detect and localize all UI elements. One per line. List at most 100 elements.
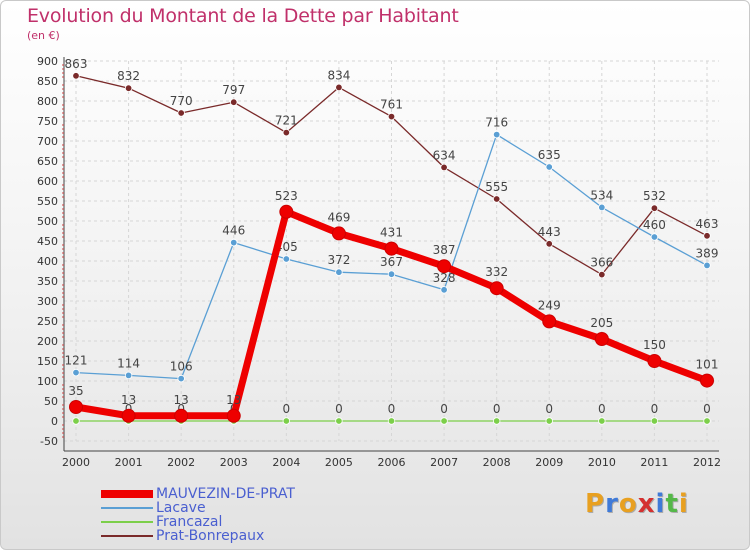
y-tick-label: 0 xyxy=(51,415,58,428)
logo-letter: r xyxy=(605,489,619,519)
y-tick-label: 750 xyxy=(37,115,58,128)
logo-letter: x xyxy=(637,489,656,519)
data-point xyxy=(387,112,396,121)
data-label: 463 xyxy=(696,217,719,231)
data-label: 469 xyxy=(327,210,350,224)
data-label: 532 xyxy=(643,189,666,203)
y-tick-label: 700 xyxy=(37,135,58,148)
data-point xyxy=(226,408,241,423)
logo-letter: i xyxy=(678,489,689,519)
legend-label: Francazal xyxy=(156,514,223,530)
y-tick-label: 600 xyxy=(37,175,58,188)
data-label: 634 xyxy=(433,148,456,162)
data-point xyxy=(121,408,136,423)
x-tick-label: 2009 xyxy=(535,456,563,469)
data-label: 387 xyxy=(433,243,456,257)
logo-letter: P xyxy=(585,489,606,519)
data-point xyxy=(282,417,291,425)
data-label: 13 xyxy=(174,393,189,407)
x-tick-label: 2011 xyxy=(640,456,668,469)
data-point xyxy=(703,261,711,270)
legend-swatch xyxy=(101,535,153,537)
data-label: 121 xyxy=(65,354,88,368)
x-tick-label: 2007 xyxy=(430,456,458,469)
chart-title: Evolution du Montant de la Dette par Hab… xyxy=(27,5,459,27)
x-tick-label: 2010 xyxy=(588,456,616,469)
data-label: 716 xyxy=(485,116,508,130)
data-label: 0 xyxy=(703,402,711,416)
data-label: 797 xyxy=(222,83,245,97)
data-label: 534 xyxy=(590,188,613,202)
data-point xyxy=(437,259,452,274)
x-tick-label: 2002 xyxy=(167,456,195,469)
data-label: 0 xyxy=(493,402,501,416)
logo-letter: t xyxy=(665,489,679,519)
data-point xyxy=(440,163,448,172)
legend-label: Prat-Bonrepaux xyxy=(156,528,265,544)
data-label: 0 xyxy=(388,402,396,416)
data-label: 721 xyxy=(275,114,298,128)
y-tick-label: 150 xyxy=(37,355,58,368)
data-label: 0 xyxy=(440,402,448,416)
data-point xyxy=(703,417,711,425)
x-tick-label: 2012 xyxy=(693,456,721,469)
data-label: 35 xyxy=(68,384,83,398)
data-label: 114 xyxy=(117,356,140,370)
data-label: 555 xyxy=(485,180,508,194)
data-label: 150 xyxy=(643,338,666,352)
x-tick-label: 2003 xyxy=(220,456,248,469)
legend-label: MAUVEZIN-DE-PRAT xyxy=(156,486,295,502)
data-point xyxy=(700,373,714,388)
x-tick-label: 2005 xyxy=(325,456,353,469)
data-point xyxy=(545,417,553,425)
legend-swatch xyxy=(101,507,153,509)
x-tick-label: 2008 xyxy=(483,456,511,469)
legend-swatch xyxy=(101,490,153,498)
data-point xyxy=(230,98,238,106)
data-label: 389 xyxy=(696,246,719,260)
y-tick-label: 800 xyxy=(37,95,58,108)
data-point xyxy=(545,240,553,248)
data-point xyxy=(335,268,343,276)
series-prat-bonrepaux: 863 832 770 797 721 834 761 634 555 443 366 532 463 xyxy=(65,57,719,279)
x-tick-label: 2000 xyxy=(62,456,90,469)
data-point xyxy=(650,417,659,425)
data-point xyxy=(492,417,501,425)
data-point xyxy=(650,204,659,212)
data-point xyxy=(387,270,396,278)
data-label: 761 xyxy=(380,98,403,112)
series-mauvezin-de-prat: 35 13 13 13 523 469 431 387 332 249 205 150 101 xyxy=(68,189,718,423)
y-tick-label: 250 xyxy=(37,315,58,328)
data-label: 0 xyxy=(651,402,659,416)
y-tick-label: -50 xyxy=(40,435,58,448)
data-point xyxy=(331,226,346,241)
data-point xyxy=(174,408,189,423)
data-label: 446 xyxy=(222,224,245,238)
data-label: 0 xyxy=(335,402,343,416)
data-point xyxy=(703,232,711,240)
data-point xyxy=(489,281,504,296)
data-label: 770 xyxy=(170,94,193,108)
logo-letter: o xyxy=(618,489,638,519)
data-point xyxy=(72,368,80,377)
data-label: 13 xyxy=(121,393,136,407)
data-point xyxy=(282,255,291,263)
data-point xyxy=(647,354,662,368)
data-label: 372 xyxy=(327,253,350,267)
data-label: 205 xyxy=(590,316,613,330)
data-label: 328 xyxy=(433,271,456,285)
x-tick-label: 2004 xyxy=(272,456,300,469)
data-label: 249 xyxy=(538,298,561,312)
data-point xyxy=(177,109,185,117)
data-point xyxy=(384,241,399,256)
data-label: 332 xyxy=(485,265,508,279)
data-label: 0 xyxy=(545,402,553,416)
data-label: 635 xyxy=(538,148,561,162)
data-point xyxy=(545,163,553,171)
logo-letter: i xyxy=(655,489,666,519)
data-label: 367 xyxy=(380,255,403,269)
data-point xyxy=(598,270,606,279)
y-tick-label: 500 xyxy=(37,215,58,228)
